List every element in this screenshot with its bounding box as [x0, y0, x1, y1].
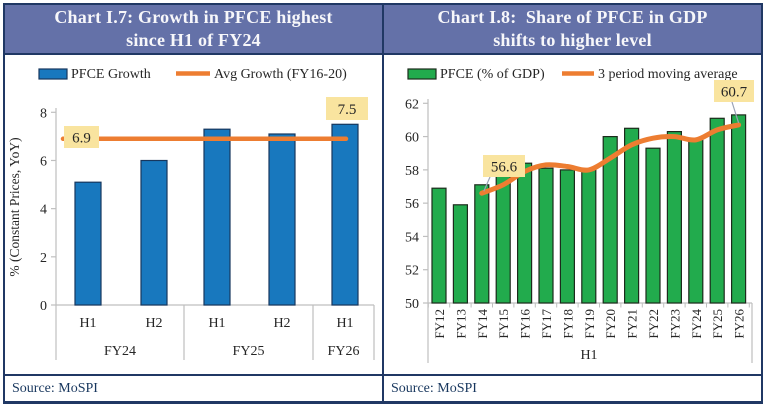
y-tick-label: 8 [40, 106, 47, 121]
x-tick-label: FY12 [432, 309, 447, 339]
x-tick-label: FY18 [560, 309, 575, 339]
x-axis-group-title: H1 [580, 348, 597, 363]
x-tick-label: FY24 [689, 309, 704, 339]
legend-swatch-pfce-share [407, 68, 437, 80]
chart-i8-svg: PFCE (% of GDP) 3 period moving average 50… [405, 67, 754, 363]
legend-label-pfce-share: PFCE (% of GDP) [440, 67, 545, 82]
bar-h2-1 [140, 159, 168, 306]
x-tick-label: FY19 [582, 309, 597, 339]
y-tick-label: 50 [405, 297, 419, 312]
annotation-last-bar-value: 7.5 [338, 102, 357, 118]
bar-fy20 [602, 135, 618, 304]
y-tick-label: 4 [40, 203, 47, 218]
chart-i7-panel: Chart I.7: Growth in PFCE highest since … [5, 5, 382, 401]
chart-i8-source: Source: MoSPI [384, 374, 761, 401]
x-group-label: FY25 [233, 344, 265, 359]
legend-label-moving-average: 3 period moving average [598, 67, 738, 82]
bar-fy13 [452, 204, 469, 304]
y-tick-label: 2 [40, 251, 47, 266]
annotation-box-avg [64, 126, 99, 148]
chart-i7-title-line1: Chart I.7: Growth in PFCE highest [54, 6, 333, 27]
chart-i7-body: PFCE Growth Avg Growth (FY16-20) 0 2 4 6 8 6.9 7… [5, 55, 382, 374]
x-tick-label: H2 [145, 316, 162, 331]
annotation-box-ma-first [483, 155, 525, 177]
bar-fy25 [709, 117, 725, 304]
bar-fy19 [581, 169, 597, 304]
chart-i7-title-line2: since H1 of FY24 [126, 30, 261, 50]
chart-i8-title-line2: shifts to higher level [493, 30, 652, 50]
y-tick-label: 52 [405, 264, 419, 279]
y-tick-label: 60 [405, 131, 419, 146]
annotation-ma-last-value: 60.7 [721, 85, 748, 101]
x-tick-label: FY15 [496, 309, 511, 339]
chart-i8-body: PFCE (% of GDP) 3 period moving average 50… [384, 55, 761, 374]
y-tick-label: 56 [405, 197, 419, 212]
y-tick-label: 6 [40, 154, 47, 169]
legend-label-pfce-growth: PFCE Growth [71, 67, 151, 82]
x-tick-label: FY16 [518, 309, 533, 339]
chart-i7-svg: PFCE Growth Avg Growth (FY16-20) 0 2 4 6 8 6.9 7… [7, 67, 375, 360]
chart-i8-title: Chart I.8: Share of PFCE in GDP shifts t… [384, 5, 761, 55]
chart-i7-source: Source: MoSPI [5, 374, 382, 401]
x-tick-label: FY22 [646, 309, 661, 339]
x-tick-label: FY13 [453, 309, 468, 339]
bar-fy14 [474, 184, 490, 304]
bar-fy23 [666, 130, 682, 304]
legend-label-avg-growth: Avg Growth (FY16-20) [214, 67, 347, 82]
bar-fy21 [624, 127, 640, 304]
leader-line-first [483, 176, 491, 192]
bar-fy16 [517, 162, 533, 304]
annotation-ma-first-value: 56.6 [491, 160, 518, 176]
figure-frame: Chart I.7: Growth in PFCE highest since … [3, 3, 763, 404]
annotation-box-last-bar [326, 97, 368, 120]
x-tick-label: FY17 [539, 309, 554, 339]
bar-h1-0 [74, 181, 102, 306]
y-tick-label: 58 [405, 164, 419, 179]
bar-h1-2 [203, 128, 231, 306]
chart-i8-panel: Chart I.8: Share of PFCE in GDP shifts t… [384, 5, 761, 401]
panel-divider [382, 5, 384, 401]
x-tick-label: H1 [208, 316, 225, 331]
bar-h1-4 [331, 123, 359, 306]
y-axis-title: % (Constant Prices, YoY) [7, 137, 22, 276]
x-tick-label: H2 [273, 316, 290, 331]
x-tick-label: FY26 [732, 309, 747, 339]
y-tick-label: 62 [405, 97, 419, 112]
x-tick-label: FY23 [667, 309, 682, 339]
x-tick-label: FY14 [475, 309, 490, 339]
x-tick-label: H1 [336, 316, 353, 331]
bar-fy24 [688, 137, 704, 304]
bar-h2-3 [268, 133, 296, 306]
y-tick-label: 54 [405, 230, 419, 245]
bar-fy26 [731, 114, 747, 304]
x-group-label: FY24 [104, 344, 136, 359]
annotation-avg-value: 6.9 [72, 131, 91, 147]
bar-fy17 [538, 167, 554, 304]
chart-i7-title: Chart I.7: Growth in PFCE highest since … [5, 5, 382, 55]
bar-fy22 [645, 147, 661, 304]
bar-fy12 [431, 187, 447, 304]
chart-i8-title-line1: Chart I.8: Share of PFCE in GDP [437, 6, 708, 27]
x-tick-label: FY25 [710, 309, 725, 339]
bar-fy18 [559, 169, 575, 304]
legend-swatch-pfce-growth [38, 68, 68, 80]
x-group-label: FY26 [328, 344, 360, 359]
y-tick-label: 0 [40, 299, 47, 314]
x-tick-label: H1 [79, 316, 96, 331]
x-tick-label: FY20 [603, 309, 618, 339]
leader-line-last [731, 101, 740, 124]
annotation-box-ma-last [714, 80, 754, 102]
x-tick-label: FY21 [625, 309, 640, 339]
